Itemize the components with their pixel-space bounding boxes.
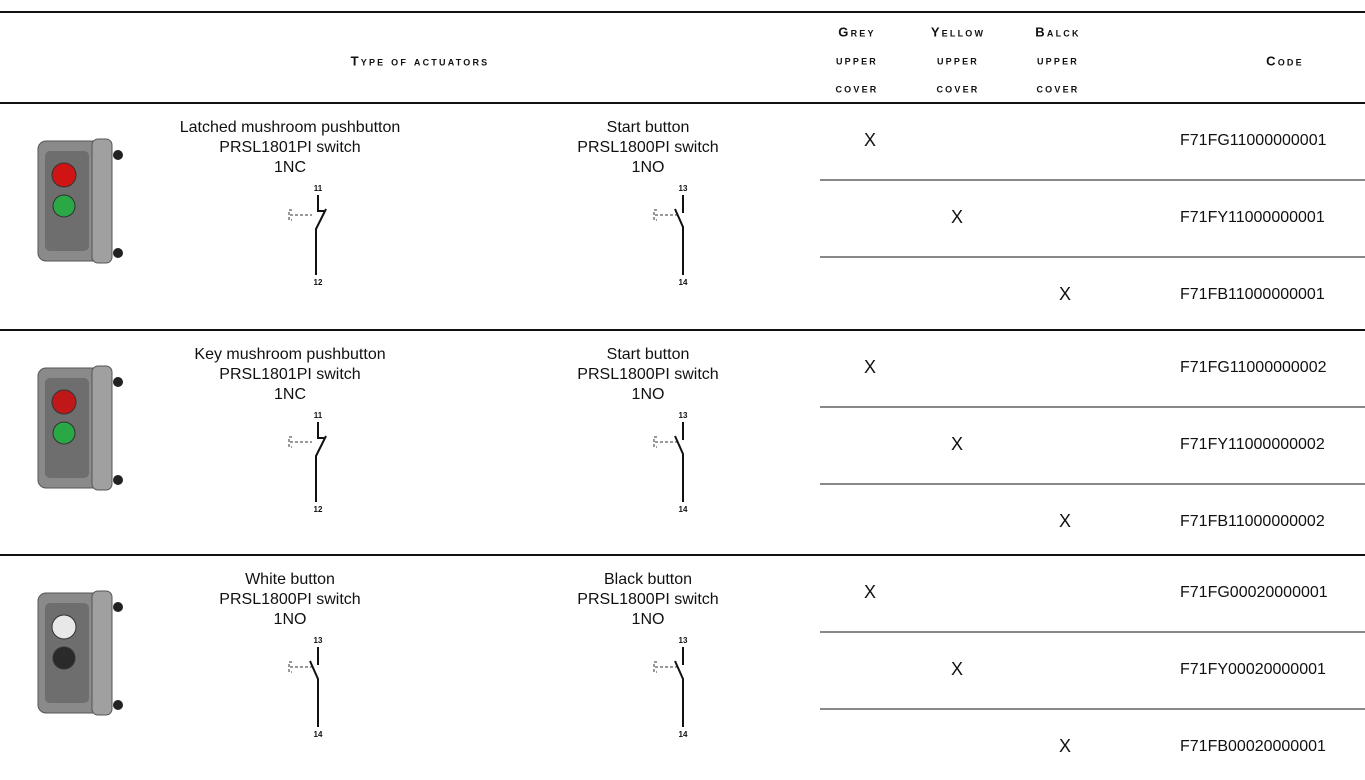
actuator-name: Key mushroom pushbutton <box>194 346 385 363</box>
header-type: Type of actuators <box>351 53 490 68</box>
button-top <box>51 389 77 415</box>
header-grey: cover <box>835 80 878 95</box>
device-screw <box>113 475 123 485</box>
terminal-label: 12 <box>314 505 323 514</box>
product-code: F71FG11000000002 <box>1180 359 1327 376</box>
device-screw <box>113 602 123 612</box>
contact-symbol <box>674 422 684 502</box>
cover-mark: X <box>951 659 963 679</box>
product-code: F71FB11000000002 <box>1180 513 1325 530</box>
device-screw <box>113 377 123 387</box>
device-side <box>91 138 113 264</box>
product-code: F71FY00020000001 <box>1180 661 1326 678</box>
button-bottom <box>52 194 76 218</box>
actuator-name: Black button <box>604 571 692 588</box>
terminal-label: 14 <box>314 730 323 739</box>
contact-type: 1NC <box>274 386 306 403</box>
switch-model: PRSL1801PI switch <box>219 139 360 156</box>
actuator-symbol <box>288 436 312 448</box>
actuator-symbol <box>653 436 677 448</box>
device-screw <box>113 150 123 160</box>
header-black: Balck <box>1035 24 1080 39</box>
switch-model: PRSL1800PI switch <box>219 591 360 608</box>
product-code: F71FG00020000001 <box>1180 584 1328 601</box>
contact-type: 1NO <box>274 611 307 628</box>
product-code: F71FG11000000001 <box>1180 132 1327 149</box>
device-image <box>37 365 123 491</box>
contact-symbol <box>315 422 327 502</box>
device-screw <box>113 700 123 710</box>
header-yellow: Yellow <box>931 24 985 39</box>
switch-model: PRSL1800PI switch <box>577 591 718 608</box>
actuator-name: Latched mushroom pushbutton <box>180 119 401 136</box>
cover-mark: X <box>1059 736 1071 756</box>
contact-type: 1NO <box>632 611 665 628</box>
button-bottom <box>52 646 76 670</box>
product-code: F71FY11000000002 <box>1180 436 1325 453</box>
contact-symbol <box>309 647 319 727</box>
actuator-symbol <box>653 209 677 221</box>
cover-mark: X <box>1059 511 1071 531</box>
terminal-label: 13 <box>314 636 323 645</box>
terminal-label: 11 <box>314 184 323 193</box>
terminal-label: 11 <box>314 411 323 420</box>
terminal-label: 13 <box>679 184 688 193</box>
actuator-name: Start button <box>607 119 690 136</box>
button-top <box>51 614 77 640</box>
actuator-symbol <box>653 661 677 673</box>
header-black: cover <box>1036 80 1079 95</box>
switch-model: PRSL1800PI switch <box>577 366 718 383</box>
terminal-label: 13 <box>679 411 688 420</box>
product-code: F71FY11000000001 <box>1180 209 1325 226</box>
switch-model: PRSL1800PI switch <box>577 139 718 156</box>
cover-mark: X <box>951 434 963 454</box>
cover-mark: X <box>1059 284 1071 304</box>
device-side <box>91 365 113 491</box>
product-code: F71FB11000000001 <box>1180 286 1325 303</box>
contact-symbol <box>674 647 684 727</box>
cover-mark: X <box>864 130 876 150</box>
header-yellow: upper <box>937 52 979 67</box>
contact-symbol <box>315 195 327 275</box>
terminal-label: 14 <box>679 505 688 514</box>
button-top <box>51 162 77 188</box>
actuator-symbol <box>288 661 312 673</box>
header-grey: upper <box>836 52 878 67</box>
contact-type: 1NC <box>274 159 306 176</box>
contact-symbol <box>674 195 684 275</box>
terminal-label: 14 <box>679 278 688 287</box>
actuator-symbol <box>288 209 312 221</box>
device-image <box>37 138 123 264</box>
actuator-name: Start button <box>607 346 690 363</box>
cover-mark: X <box>951 207 963 227</box>
product-code: F71FB00020000001 <box>1180 738 1326 755</box>
contact-type: 1NO <box>632 386 665 403</box>
terminal-label: 12 <box>314 278 323 287</box>
cover-mark: X <box>864 582 876 602</box>
terminal-label: 13 <box>679 636 688 645</box>
actuator-name: White button <box>245 571 335 588</box>
device-side <box>91 590 113 716</box>
header-black: upper <box>1037 52 1079 67</box>
header-yellow: cover <box>936 80 979 95</box>
device-image <box>37 590 123 716</box>
terminal-label: 14 <box>679 730 688 739</box>
button-bottom <box>52 421 76 445</box>
switch-model: PRSL1801PI switch <box>219 366 360 383</box>
contact-type: 1NO <box>632 159 665 176</box>
cover-mark: X <box>864 357 876 377</box>
header-code: Code <box>1266 53 1304 68</box>
device-screw <box>113 248 123 258</box>
header-grey: Grey <box>838 24 875 39</box>
